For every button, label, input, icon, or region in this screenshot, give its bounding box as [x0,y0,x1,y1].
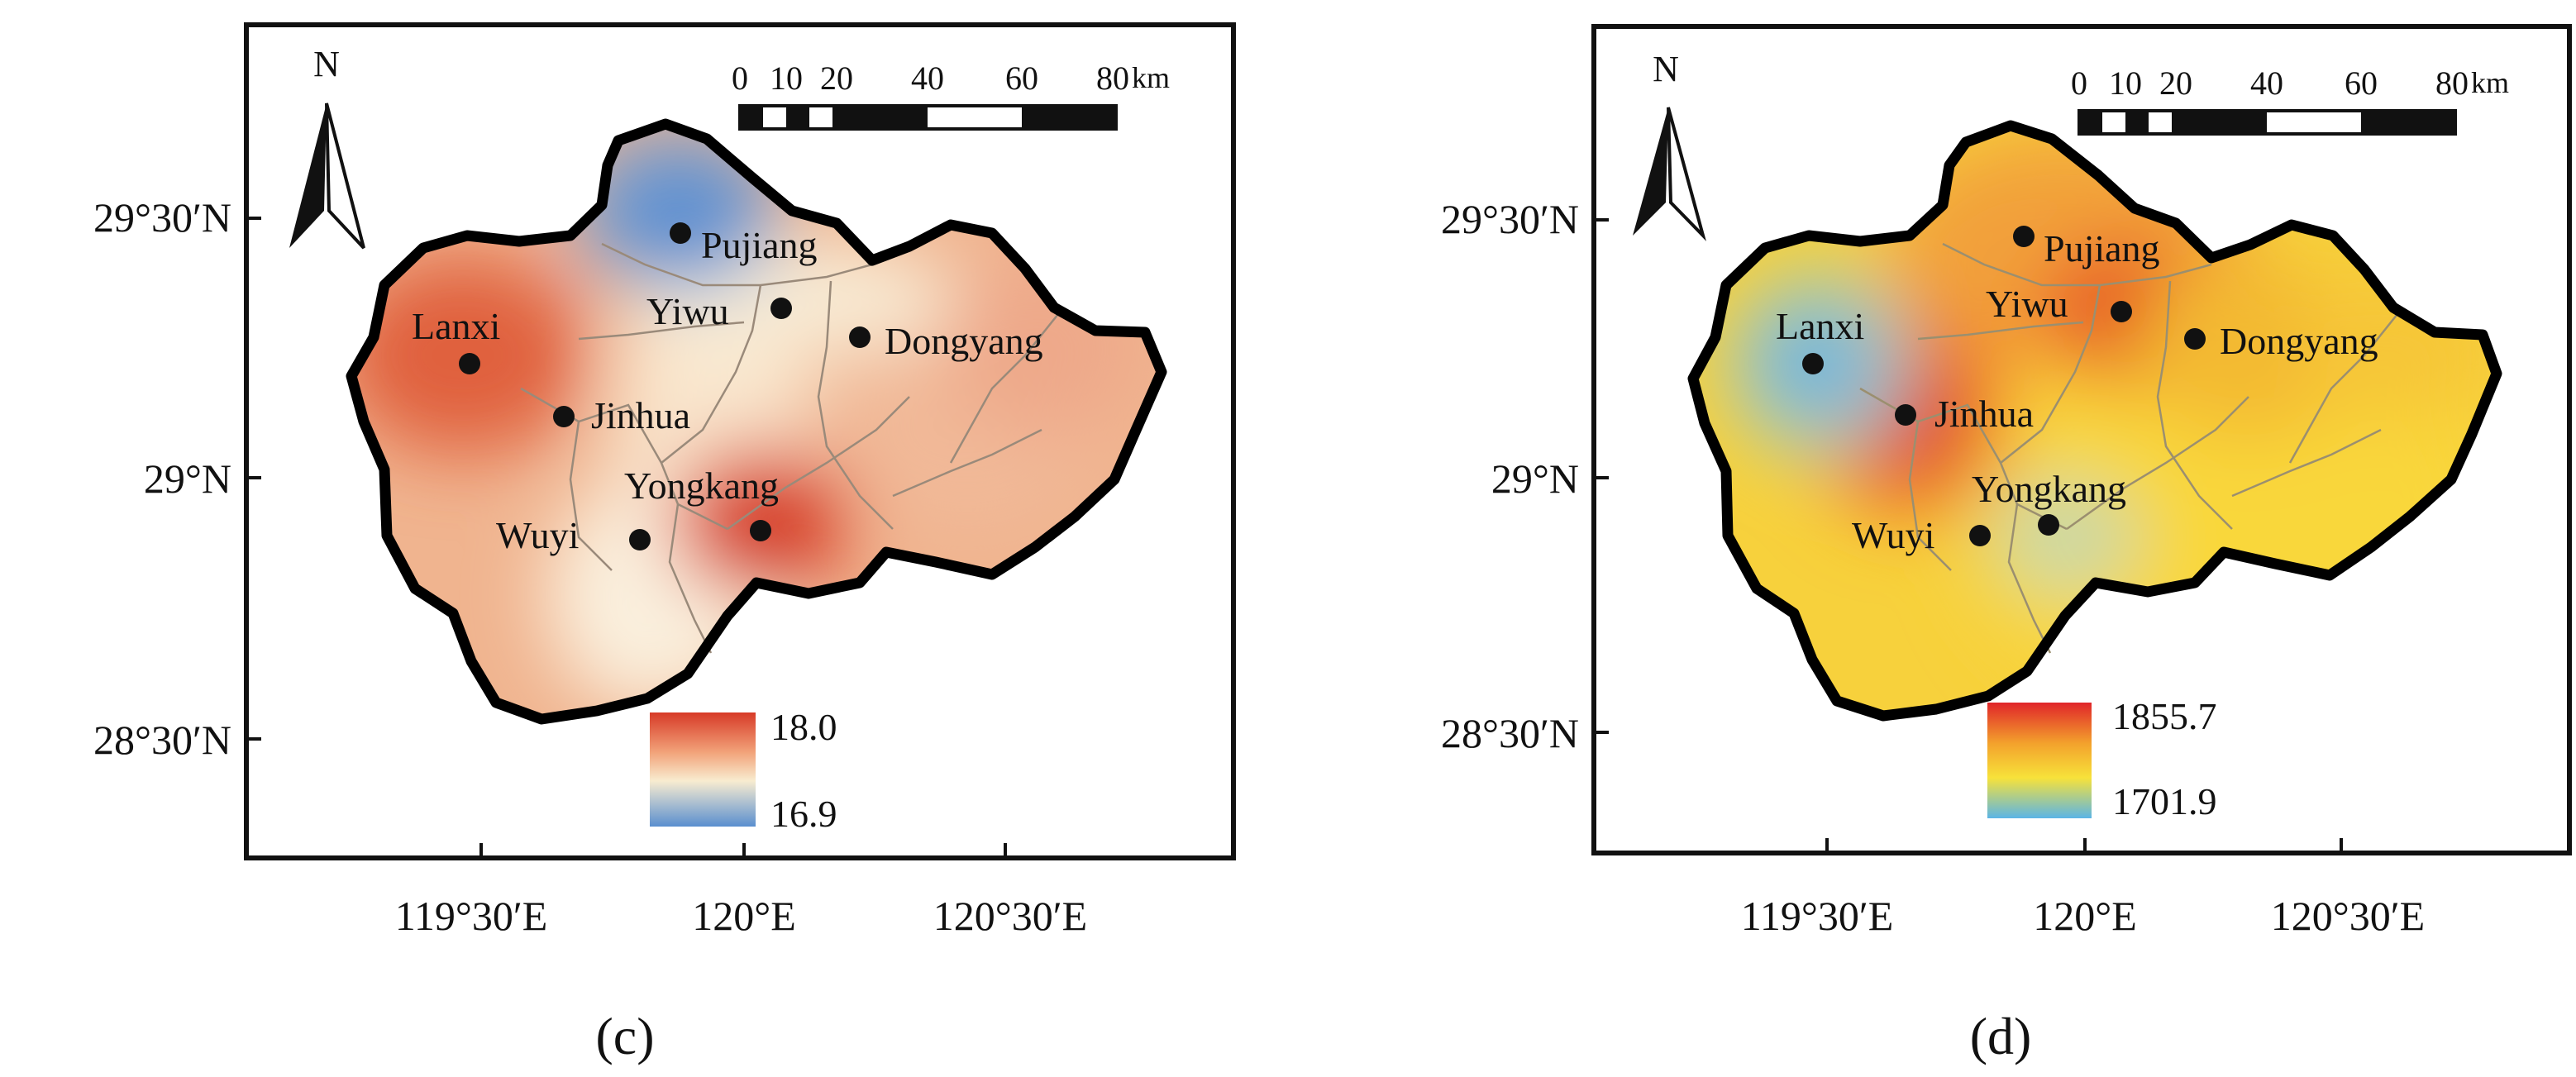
city-label-jinhua: Jinhua [1934,393,2034,435]
city-label-yiwu: Yiwu [1986,283,2068,325]
legend-colorbar [1987,703,2092,818]
scale-tick-60: 60 [2345,64,2378,102]
lon-tick-2: 120°E [2033,893,2137,939]
scale-tick-40: 40 [911,60,944,97]
legend-c: 18.0 16.9 [650,706,837,835]
city-dot-pujiang [2013,226,2035,247]
city-dot-wuyi [1969,525,1991,546]
scale-bar: 0 10 20 40 60 80 km [732,60,1170,131]
lat-tick-1: 29°30′N [1441,196,1579,242]
city-markers: Pujiang Yiwu Dongyang Lanxi Jinhua Yongk… [1776,226,2378,556]
lon-tick-2: 120°E [692,893,796,939]
scale-unit: km [1132,61,1170,94]
north-arrow: N [1633,49,1706,241]
scale-tick-60: 60 [1005,60,1038,97]
north-arrow-right-half [325,102,365,250]
legend-colorbar [650,712,756,827]
scale-tick-20: 20 [820,60,853,97]
lon-tick-1: 119°30′E [1741,893,1894,939]
scale-tick-10: 10 [770,60,803,97]
city-dot-lanxi [459,353,480,374]
city-label-wuyi: Wuyi [496,514,579,556]
city-label-pujiang: Pujiang [2044,227,2160,269]
city-dot-pujiang [670,222,691,244]
lat-axis: 29°30′N 29°N 28°30′N [1441,196,1609,756]
city-dot-dongyang [849,326,871,348]
city-label-lanxi: Lanxi [412,305,500,347]
legend-d: 1855.7 1701.9 [1987,695,2217,822]
city-dot-lanxi [1802,353,1824,374]
city-label-jinhua: Jinhua [591,394,690,436]
scale-tick-80: 80 [1096,60,1129,97]
scale-tick-0: 0 [732,60,748,97]
scale-unit: km [2471,66,2509,99]
city-label-dongyang: Dongyang [2220,320,2378,362]
city-markers: Pujiang Yiwu Dongyang Lanxi Jinhua Yongk… [412,222,1043,556]
panel-d: N 0 10 20 40 60 80 km Pujiang Yiwu Dongy… [1441,24,2572,1065]
city-dot-yongkang [750,520,771,541]
city-label-yongkang: Yongkang [1972,468,2126,510]
lon-axis: 119°30′E 120°E 120°30′E [1741,838,2425,939]
city-dot-jinhua [1895,404,1916,426]
north-arrow-label: N [313,44,340,84]
panel-caption: (c) [595,1007,654,1065]
lat-tick-3: 28°30′N [93,717,231,763]
lon-axis: 119°30′E 120°E 120°30′E [395,843,1087,939]
legend-max: 18.0 [770,706,837,748]
legend-min: 1701.9 [2112,780,2217,822]
city-label-pujiang: Pujiang [701,224,818,266]
lat-tick-2: 29°N [144,455,231,502]
city-label-wuyi: Wuyi [1852,514,1934,556]
scale-tick-40: 40 [2250,64,2283,102]
panel-caption: (d) [1970,1007,2032,1065]
lat-axis: 29°30′N 29°N 28°30′N [93,194,261,763]
scale-tick-20: 20 [2159,64,2192,102]
city-dot-yiwu [2111,301,2132,322]
scale-tick-0: 0 [2071,64,2087,102]
lon-tick-3: 120°30′E [2271,893,2425,939]
county-boundaries [520,242,1059,654]
city-dot-jinhua [553,406,575,427]
city-label-lanxi: Lanxi [1776,305,1864,347]
scale-bar: 0 10 20 40 60 80 km [2071,64,2509,136]
scale-tick-80: 80 [2435,64,2469,102]
city-label-yiwu: Yiwu [646,290,729,332]
city-dot-yongkang [2038,514,2059,536]
lat-tick-1: 29°30′N [93,194,231,241]
north-arrow-icon [289,103,327,248]
city-dot-wuyi [629,529,651,550]
lat-tick-3: 28°30′N [1441,710,1579,756]
city-label-dongyang: Dongyang [885,320,1043,362]
lon-tick-3: 120°30′E [933,893,1087,939]
north-arrow-label: N [1653,49,1679,89]
north-arrow-icon [1633,107,1668,236]
legend-max: 1855.7 [2112,695,2217,737]
lon-tick-1: 119°30′E [395,893,548,939]
scale-tick-10: 10 [2109,64,2142,102]
north-arrow-right-half [1667,107,1706,241]
city-label-yongkang: Yongkang [624,465,779,507]
lat-tick-2: 29°N [1491,455,1579,502]
city-dot-yiwu [770,298,792,319]
panel-c: N 0 10 20 40 60 80 km Pujiang Yiwu Don [93,22,1236,1065]
north-arrow: N [289,44,365,250]
legend-min: 16.9 [770,793,837,835]
city-dot-dongyang [2184,328,2206,350]
